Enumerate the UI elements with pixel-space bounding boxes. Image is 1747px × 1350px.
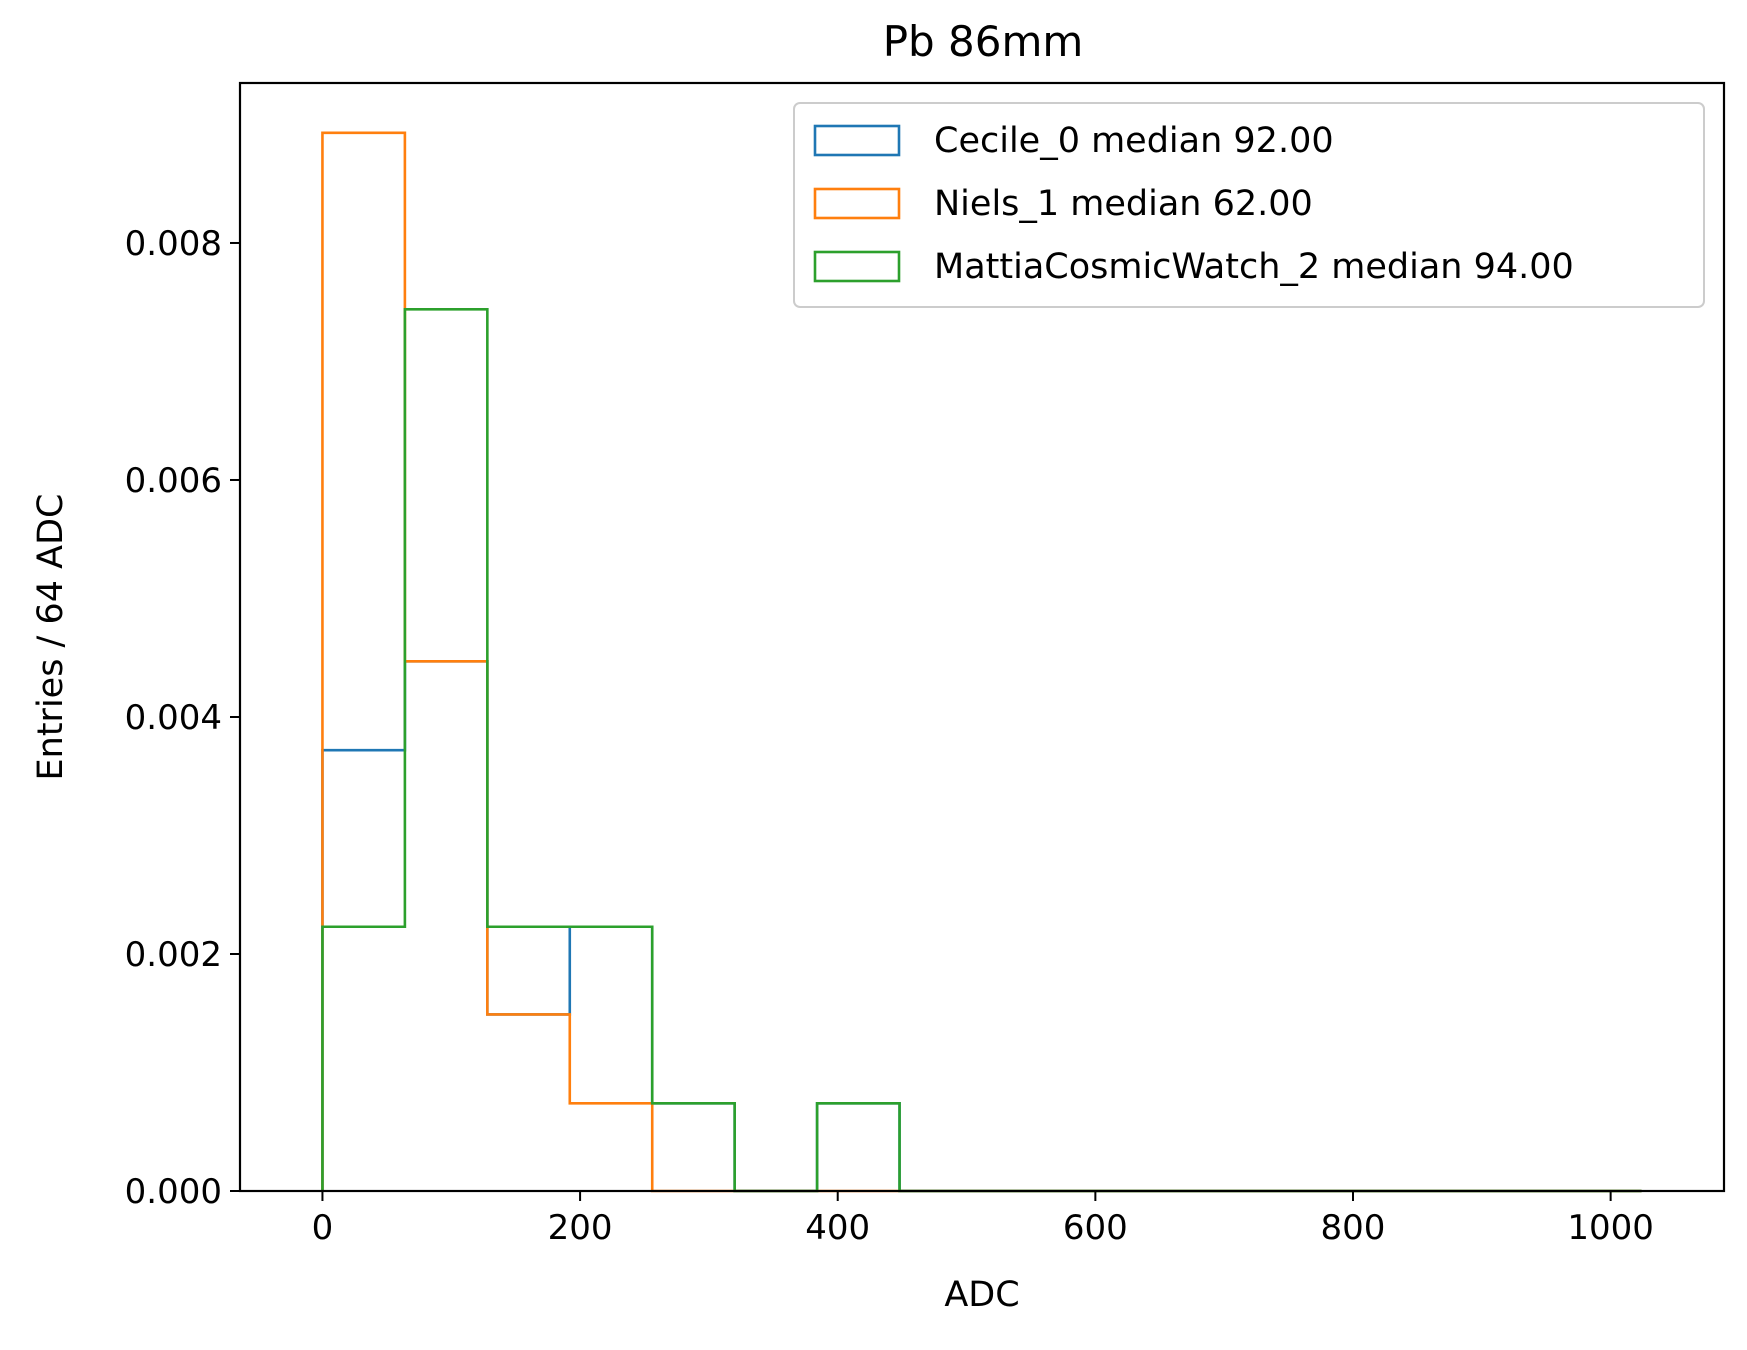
- x-axis-ticks: 0 200 400 600 800 1000: [312, 1191, 1654, 1248]
- legend-box: [793, 102, 1705, 308]
- legend: Cecile_0 median 92.00 Niels_1 median 62.0…: [793, 102, 1705, 308]
- y-tick-label: 0.004: [125, 698, 222, 738]
- chart-title: Pb 86mm: [883, 17, 1084, 66]
- x-tick-label: 200: [548, 1208, 613, 1248]
- x-tick-label: 600: [1063, 1208, 1128, 1248]
- x-axis-label: ADC: [944, 1275, 1019, 1315]
- legend-swatch-2: [813, 250, 901, 283]
- x-tick-label: 400: [805, 1208, 870, 1248]
- legend-label-1: Niels_1 median 62.00: [934, 184, 1313, 224]
- y-tick-label: 0.008: [125, 224, 222, 264]
- y-axis-label: Entries / 64 ADC: [31, 494, 71, 781]
- x-tick-label: 0: [312, 1208, 334, 1248]
- legend-label-0: Cecile_0 median 92.00: [934, 121, 1334, 161]
- legend-label-2: MattiaCosmicWatch_2 median 94.00: [934, 247, 1574, 287]
- x-tick-label: 1000: [1567, 1208, 1654, 1248]
- x-tick-label: 800: [1321, 1208, 1386, 1248]
- legend-swatch-1: [813, 187, 901, 220]
- axes-frame: [238, 81, 1726, 1193]
- legend-swatch-0: [813, 124, 901, 157]
- y-tick-label: 0.002: [125, 935, 222, 975]
- y-tick-label: 0.000: [125, 1172, 222, 1212]
- plot-area: 0 200 400 600 800 1000 0.0000.0020.0040.0060.…: [125, 81, 1726, 1248]
- y-tick-label: 0.006: [125, 461, 222, 501]
- y-axis-ticks: 0.000 0.002 0.004 0.006 0.008: [125, 224, 240, 1212]
